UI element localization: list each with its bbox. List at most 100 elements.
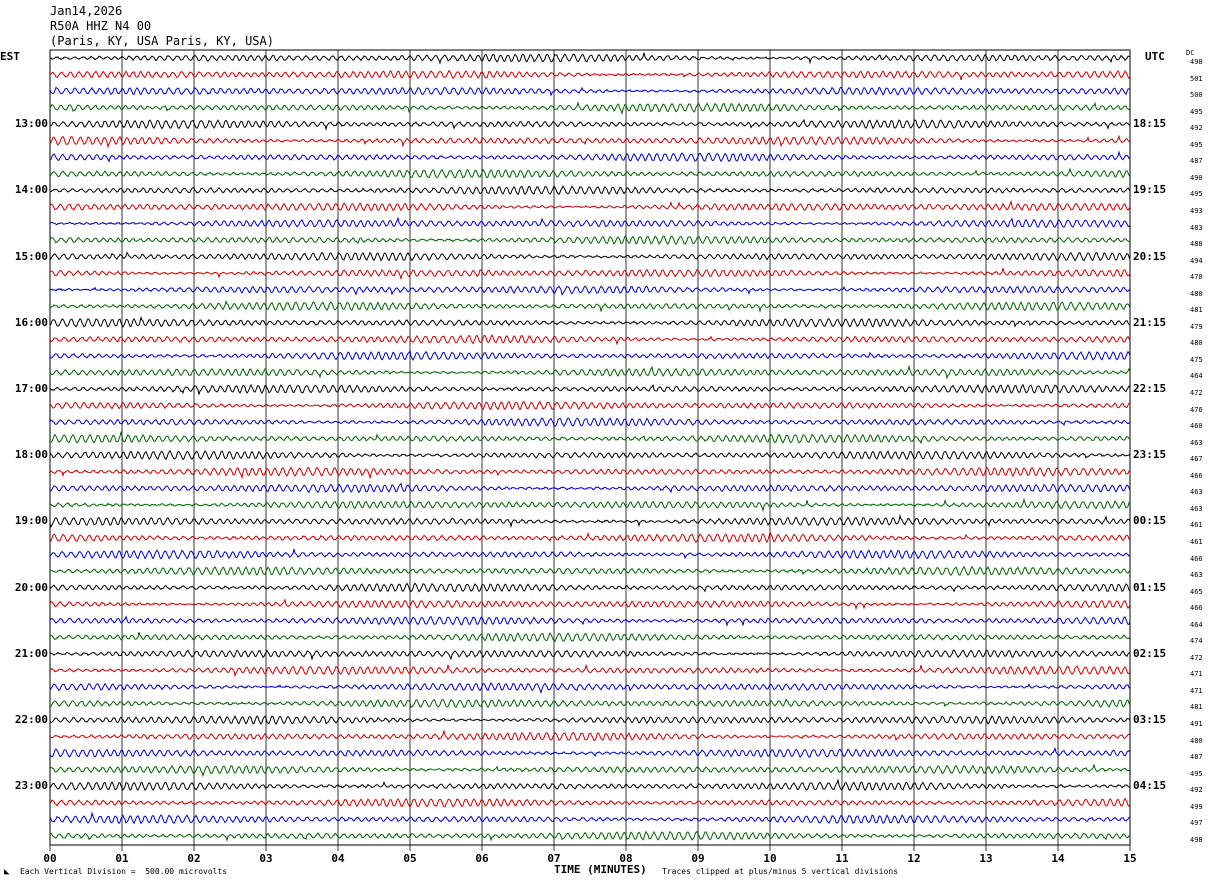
seismic-trace-row bbox=[49, 134, 1131, 149]
dc-offset-label: 495 bbox=[1190, 769, 1203, 778]
seismic-trace-row bbox=[49, 450, 1131, 461]
dc-offset-label: 480 bbox=[1190, 289, 1203, 298]
x-tick-label: 05 bbox=[403, 852, 417, 865]
x-tick-label: 11 bbox=[835, 852, 849, 865]
seismic-trace-row bbox=[49, 565, 1131, 577]
dc-offset-label: 460 bbox=[1190, 422, 1203, 431]
x-tick-label: 00 bbox=[43, 852, 57, 865]
hour-label-est: 15:00 bbox=[14, 249, 48, 263]
hour-label-est: 13:00 bbox=[14, 117, 48, 131]
seismic-trace-row bbox=[49, 714, 1131, 725]
dc-offset-label: 461 bbox=[1190, 521, 1203, 530]
x-axis-label: TIME (MINUTES) bbox=[554, 863, 647, 876]
dc-offset-label: 501 bbox=[1190, 74, 1203, 83]
seismic-trace-row bbox=[49, 300, 1131, 314]
seismic-trace-row bbox=[49, 101, 1131, 115]
dc-offset-label: 465 bbox=[1190, 587, 1203, 596]
hour-label-utc: 02:15 bbox=[1133, 646, 1167, 660]
dc-offset-label: 495 bbox=[1190, 190, 1203, 199]
dc-offset-label: 492 bbox=[1190, 124, 1203, 133]
seismic-trace-row bbox=[49, 763, 1131, 778]
dc-offset-label: 463 bbox=[1190, 488, 1203, 497]
seismic-trace-row bbox=[49, 199, 1131, 212]
seismic-trace-row bbox=[49, 364, 1131, 380]
seismic-trace-row bbox=[49, 631, 1131, 643]
x-tick-label: 12 bbox=[907, 852, 921, 865]
seismic-trace-row bbox=[49, 235, 1131, 246]
seismic-trace-row bbox=[49, 582, 1131, 593]
hour-label-est: 18:00 bbox=[14, 448, 48, 462]
dc-offset-label: 471 bbox=[1190, 670, 1203, 679]
hour-label-est: 21:00 bbox=[14, 646, 48, 660]
dc-header-label: DC bbox=[1186, 49, 1195, 57]
dc-offset-label: 480 bbox=[1190, 339, 1203, 348]
clip-note: Traces clipped at plus/minus 5 vertical … bbox=[662, 867, 899, 876]
seismic-trace-row bbox=[49, 349, 1131, 362]
dc-offset-label: 488 bbox=[1190, 240, 1203, 249]
header-station: R50A HHZ N4 00 bbox=[50, 19, 152, 33]
right-timezone-label: UTC bbox=[1145, 50, 1165, 63]
seismic-trace-row bbox=[49, 615, 1131, 628]
seismic-trace-row bbox=[49, 830, 1131, 843]
hour-label-utc: 04:15 bbox=[1133, 779, 1167, 793]
seismic-trace-row bbox=[49, 383, 1131, 395]
seismic-trace-row bbox=[49, 251, 1131, 262]
hour-label-utc: 01:15 bbox=[1133, 580, 1167, 594]
hour-label-est: 23:00 bbox=[14, 779, 48, 793]
dc-offset-label: 495 bbox=[1190, 140, 1203, 149]
x-tick-label: 06 bbox=[475, 852, 489, 865]
x-tick-label: 13 bbox=[979, 852, 993, 865]
scale-note: Each Vertical Division = 500.00 microvol… bbox=[20, 867, 228, 876]
x-tick-label: 04 bbox=[331, 852, 345, 865]
dc-offset-label: 480 bbox=[1190, 736, 1203, 745]
seismic-trace-row bbox=[49, 69, 1131, 81]
dc-offset-label: 491 bbox=[1190, 720, 1203, 728]
dc-offset-label: 472 bbox=[1190, 389, 1203, 397]
dc-offset-label: 470 bbox=[1190, 273, 1203, 282]
seismic-trace-row bbox=[49, 548, 1131, 560]
x-tick-label: 08 bbox=[619, 852, 633, 865]
seismic-trace-row bbox=[49, 400, 1131, 411]
hour-label-est: 22:00 bbox=[14, 713, 48, 726]
seismic-trace-row bbox=[49, 663, 1131, 678]
seismic-trace-row bbox=[49, 598, 1131, 611]
dc-offset-label: 494 bbox=[1190, 256, 1203, 265]
dc-offset-label: 461 bbox=[1190, 537, 1203, 546]
dc-offset-label: 471 bbox=[1190, 686, 1203, 695]
dc-offset-label: 493 bbox=[1190, 206, 1203, 215]
plot-frame bbox=[49, 49, 1131, 846]
seismic-trace-row bbox=[49, 52, 1131, 65]
seismic-trace-row bbox=[49, 466, 1131, 480]
seismic-trace-row bbox=[49, 185, 1131, 196]
hour-label-utc: 03:15 bbox=[1133, 713, 1167, 726]
x-tick-label: 02 bbox=[187, 852, 201, 865]
hour-label-utc: 22:15 bbox=[1133, 382, 1167, 395]
hour-label-utc: 20:15 bbox=[1133, 249, 1167, 263]
x-tick-label: 15 bbox=[1123, 852, 1137, 865]
dc-offset-label: 499 bbox=[1190, 802, 1203, 811]
dc-offset-label: 498 bbox=[1190, 58, 1203, 66]
seismic-trace-row bbox=[49, 513, 1131, 529]
seismic-trace-row bbox=[49, 482, 1131, 494]
header-location: (Paris, KY, USA Paris, KY, USA) bbox=[50, 34, 274, 48]
seismic-trace-row bbox=[49, 285, 1131, 296]
hour-label-utc: 21:15 bbox=[1133, 315, 1167, 329]
dc-offset-label: 475 bbox=[1190, 355, 1203, 364]
x-tick-label: 10 bbox=[763, 852, 777, 865]
dc-offset-label: 467 bbox=[1190, 455, 1203, 464]
logo-mark: ◣ bbox=[4, 867, 10, 877]
dc-offset-label: 483 bbox=[1190, 223, 1203, 232]
dc-offset-label: 495 bbox=[1190, 107, 1203, 116]
seismic-trace-row bbox=[49, 150, 1131, 163]
dc-offset-label: 497 bbox=[1190, 819, 1203, 828]
dc-offset-label: 479 bbox=[1190, 322, 1203, 331]
dc-offset-label: 464 bbox=[1190, 372, 1203, 381]
dc-offset-label: 463 bbox=[1190, 571, 1203, 580]
seismic-trace-row bbox=[49, 86, 1131, 97]
dc-offset-label: 498 bbox=[1190, 835, 1203, 844]
x-tick-label: 07 bbox=[547, 852, 561, 865]
seismic-trace-row bbox=[49, 797, 1131, 808]
hour-label-est: 19:00 bbox=[14, 514, 48, 528]
seismic-trace-row bbox=[49, 682, 1131, 694]
